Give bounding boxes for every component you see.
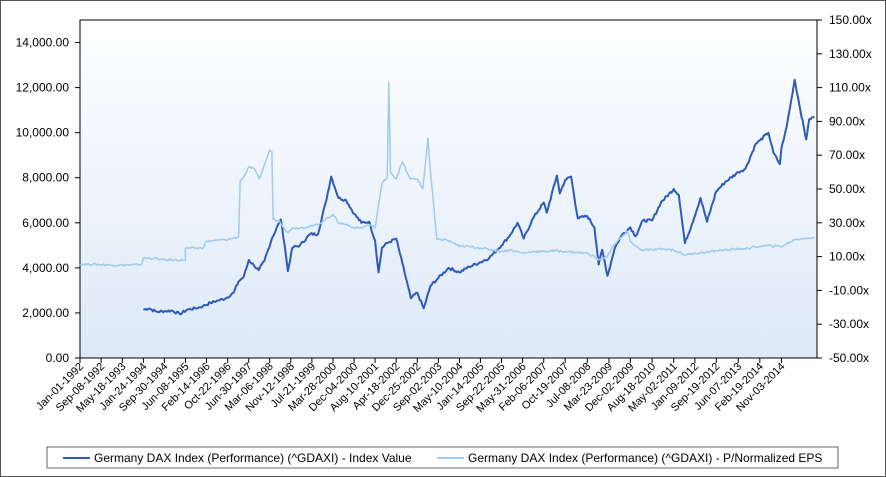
left-tick-label: 0.00 bbox=[46, 351, 70, 365]
right-tick-label: 50.00x bbox=[829, 182, 865, 196]
left-tick-label: 8,000.00 bbox=[22, 171, 69, 185]
right-tick-label: 70.00x bbox=[829, 148, 865, 162]
left-tick-label: 12,000.00 bbox=[16, 81, 70, 95]
right-tick-label: 130.00x bbox=[829, 47, 872, 61]
right-y-axis: -50.00x -30.00x -10.00x 10.00x 30.00x 50.00x 7… bbox=[817, 13, 872, 365]
left-y-axis: 0.00 2,000.00 4,000.00 6,000.00 8,000.00 10,0… bbox=[16, 36, 80, 365]
series-layer bbox=[79, 78, 815, 316]
right-tick-label: -10.00x bbox=[829, 283, 869, 297]
legend: Germany DAX Index (Performance) (^GDAXI)… bbox=[46, 446, 839, 469]
right-tick-label: 30.00x bbox=[829, 216, 865, 230]
left-tick-label: 2,000.00 bbox=[22, 306, 69, 320]
left-tick-label: 14,000.00 bbox=[16, 36, 70, 50]
right-tick-label: 150.00x bbox=[829, 13, 872, 27]
left-tick-label: 4,000.00 bbox=[22, 261, 69, 275]
legend-label-index-value: Germany DAX Index (Performance) (^GDAXI)… bbox=[94, 451, 412, 465]
right-tick-label: 110.00x bbox=[829, 81, 871, 95]
series-line-index-value bbox=[143, 78, 815, 316]
right-tick-label: 90.00x bbox=[829, 114, 865, 128]
x-axis: Jan-01-1992Sep-08-1992May-18-1993Jan-24-… bbox=[34, 358, 788, 415]
right-tick-label: 10.00x bbox=[829, 250, 865, 264]
legend-label-pe: Germany DAX Index (Performance) (^GDAXI)… bbox=[468, 451, 822, 465]
left-tick-label: 10,000.00 bbox=[16, 126, 70, 140]
left-tick-label: 6,000.00 bbox=[22, 216, 69, 230]
right-tick-label: -50.00x bbox=[829, 351, 869, 365]
series-line-pe bbox=[79, 81, 815, 267]
plot-area bbox=[79, 19, 818, 359]
right-tick-label: -30.00x bbox=[829, 317, 869, 331]
